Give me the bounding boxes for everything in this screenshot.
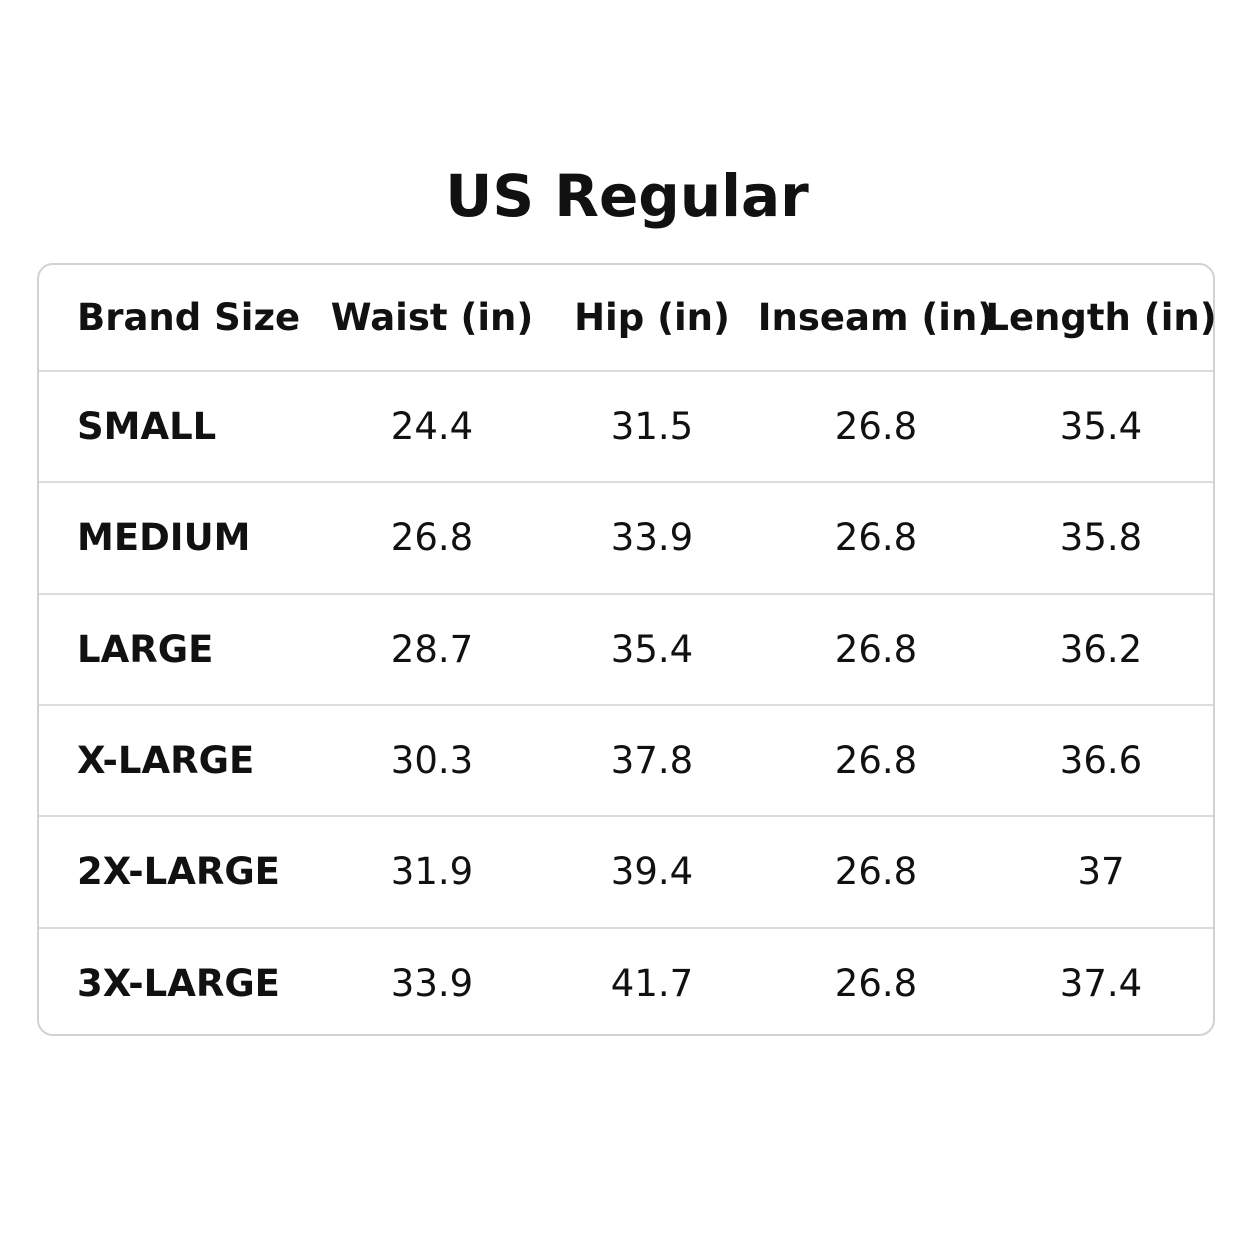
- size-label: SMALL: [77, 405, 217, 449]
- header-cell: Waist (in): [330, 296, 534, 339]
- table-row: SMALL 24.4 31.5 26.8 35.4: [39, 370, 1213, 481]
- header-cell: Hip (in): [574, 296, 730, 339]
- table-row: MEDIUM 26.8 33.9 26.8 35.8: [39, 481, 1213, 592]
- measurement: 26.8: [834, 739, 918, 783]
- measurement: 26.8: [834, 961, 918, 1005]
- measurement: 33.9: [390, 961, 474, 1005]
- measurement: 31.5: [610, 405, 694, 449]
- table-row: X-LARGE 30.3 37.8 26.8 36.6: [39, 703, 1213, 815]
- header-cell: Inseam (in): [757, 296, 995, 339]
- measurement: 26.8: [390, 516, 474, 560]
- table-row: 3X-LARGE 33.9 41.7 26.8 37.4: [39, 926, 1213, 1038]
- measurement: 41.7: [610, 961, 694, 1005]
- size-label: X-LARGE: [77, 739, 255, 783]
- header-cell: Length (in): [985, 296, 1217, 339]
- header-row: Brand Size Waist (in) Hip (in) Inseam (in) L…: [39, 265, 1217, 370]
- table-row: LARGE 28.7 35.4 26.8 36.2: [39, 592, 1213, 704]
- measurement: 37.8: [610, 739, 694, 783]
- measurement: 37: [1077, 850, 1125, 894]
- measurement: 39.4: [610, 850, 694, 894]
- measurement: 37.4: [1059, 961, 1143, 1005]
- measurement: 36.2: [1059, 627, 1143, 671]
- measurement: 30.3: [390, 739, 474, 783]
- measurement: 26.8: [834, 405, 918, 449]
- size-label: MEDIUM: [77, 516, 251, 560]
- measurement: 26.8: [834, 850, 918, 894]
- measurement: 35.4: [1059, 405, 1143, 449]
- title: US Regular: [445, 162, 809, 230]
- table-row: 2X-LARGE 31.9 39.4 26.8 37: [39, 815, 1213, 926]
- measurement: 26.8: [834, 516, 918, 560]
- measurement: 35.8: [1059, 516, 1143, 560]
- measurement: 31.9: [390, 850, 474, 894]
- measurement: 24.4: [390, 405, 474, 449]
- size-label: 2X-LARGE: [77, 850, 280, 894]
- measurement: 26.8: [834, 627, 918, 671]
- measurement: 33.9: [610, 516, 694, 560]
- measurement: 36.6: [1059, 739, 1143, 783]
- measurement: 35.4: [610, 627, 694, 671]
- header-cell: Brand Size: [77, 296, 301, 339]
- size-label: LARGE: [77, 627, 214, 671]
- size-label: 3X-LARGE: [77, 961, 280, 1005]
- size-table: Brand Size Waist (in) Hip (in) Inseam (in) L…: [37, 263, 1217, 1038]
- measurement: 28.7: [390, 627, 474, 671]
